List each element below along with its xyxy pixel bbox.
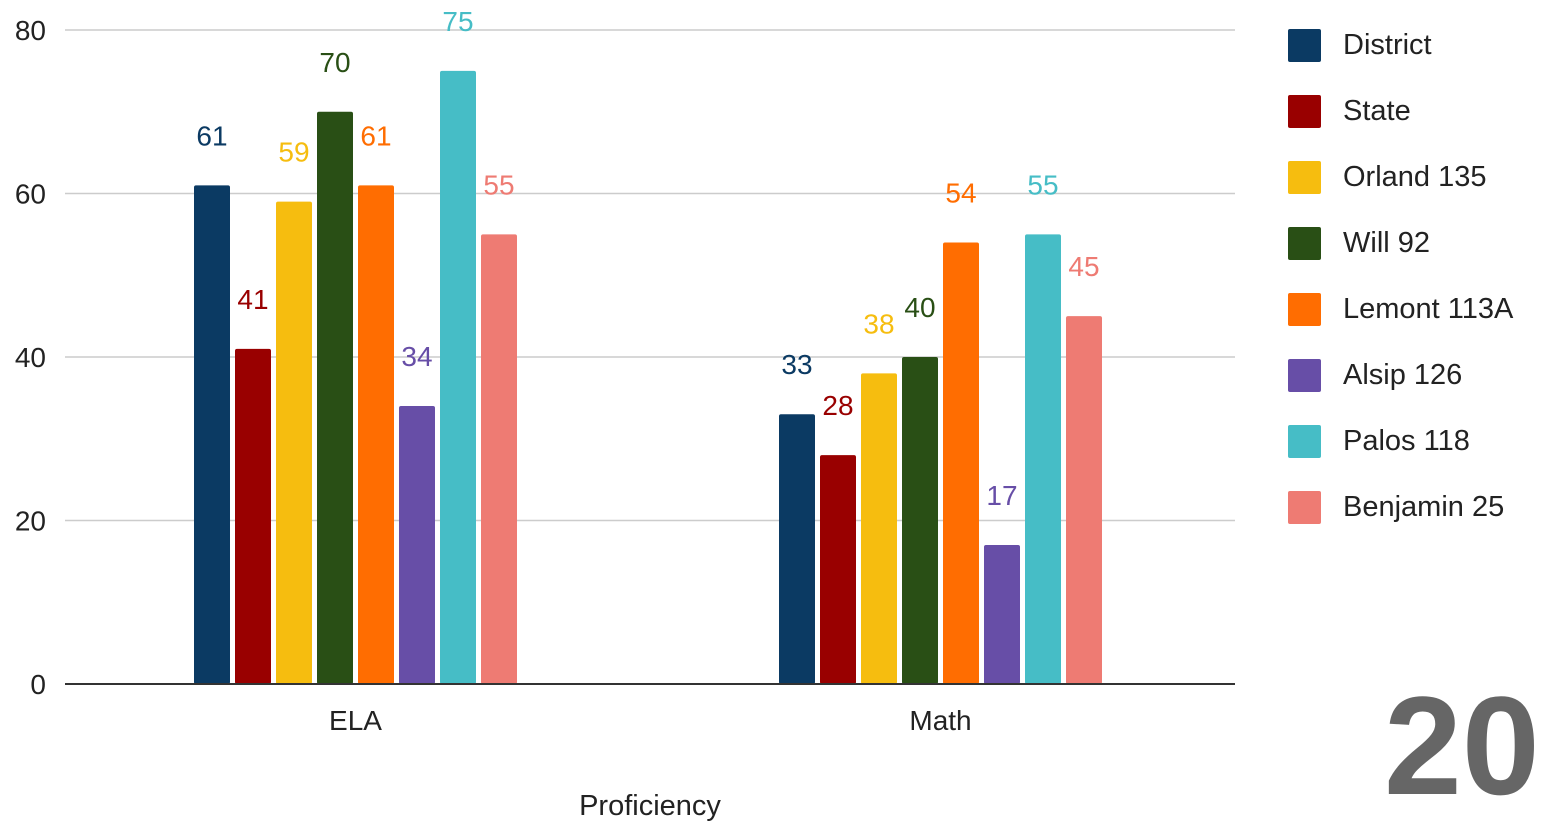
data-label: 55 <box>1027 169 1058 200</box>
data-label: 33 <box>781 349 812 380</box>
legend: District State Orland 135 Will 92 Lemont 113… <box>1288 12 1513 540</box>
bar <box>481 234 517 684</box>
bar <box>358 185 394 684</box>
legend-label: District <box>1343 28 1432 61</box>
data-label: 70 <box>319 47 350 78</box>
legend-swatch <box>1288 358 1321 392</box>
legend-swatch <box>1288 292 1321 326</box>
legend-label: Lemont 113A <box>1343 292 1514 325</box>
legend-label: Benjamin 25 <box>1343 490 1505 523</box>
bar <box>902 357 938 684</box>
legend-item: Lemont 113A <box>1288 276 1513 342</box>
data-label: 40 <box>904 292 935 323</box>
bar <box>194 185 230 684</box>
y-tick-label: 40 <box>15 342 46 373</box>
legend-label: Will 92 <box>1343 226 1431 259</box>
data-label: 38 <box>863 308 894 339</box>
data-label: 17 <box>986 480 1017 511</box>
bar <box>276 201 312 685</box>
y-tick-label: 60 <box>15 179 46 210</box>
bar <box>820 455 856 684</box>
legend-swatch <box>1288 424 1321 458</box>
legend-item: Alsip 126 <box>1288 342 1513 408</box>
x-axis-title: Proficiency <box>579 790 721 822</box>
legend-item: Palos 118 <box>1288 408 1513 474</box>
bar <box>984 545 1020 684</box>
data-label: 34 <box>401 341 432 372</box>
legend-swatch <box>1288 94 1321 128</box>
data-label: 28 <box>822 390 853 421</box>
bar <box>235 348 271 684</box>
y-tick-label: 20 <box>15 506 46 537</box>
bar <box>1066 316 1102 684</box>
legend-item: Will 92 <box>1288 210 1513 276</box>
x-tick-label: ELA <box>329 705 382 736</box>
page-number: 20 <box>1384 667 1540 824</box>
legend-swatch <box>1288 28 1321 62</box>
legend-item: Benjamin 25 <box>1288 474 1513 540</box>
legend-label: Orland 135 <box>1343 160 1487 193</box>
bar <box>1025 234 1061 684</box>
legend-item: District <box>1288 12 1513 78</box>
legend-swatch <box>1288 160 1321 194</box>
data-label: 41 <box>237 284 268 315</box>
data-label: 45 <box>1068 251 1099 282</box>
legend-swatch <box>1288 226 1321 260</box>
x-tick-label: Math <box>909 705 971 736</box>
legend-swatch <box>1288 490 1321 524</box>
bar <box>440 70 476 684</box>
data-label: 55 <box>483 169 514 200</box>
data-label: 61 <box>360 120 391 151</box>
legend-item: State <box>1288 78 1513 144</box>
data-label: 75 <box>442 6 473 37</box>
bar <box>943 242 979 685</box>
bar <box>317 111 353 684</box>
legend-label: Palos 118 <box>1343 424 1470 457</box>
bar <box>399 406 435 684</box>
bar <box>779 414 815 684</box>
data-label: 54 <box>945 178 976 209</box>
legend-item: Orland 135 <box>1288 144 1513 210</box>
data-label: 61 <box>196 120 227 151</box>
legend-label: Alsip 126 <box>1343 358 1463 391</box>
legend-label: State <box>1343 94 1411 127</box>
data-label: 59 <box>278 137 309 168</box>
y-tick-label: 80 <box>15 15 46 46</box>
y-tick-label: 0 <box>30 669 46 700</box>
bar <box>861 373 897 684</box>
